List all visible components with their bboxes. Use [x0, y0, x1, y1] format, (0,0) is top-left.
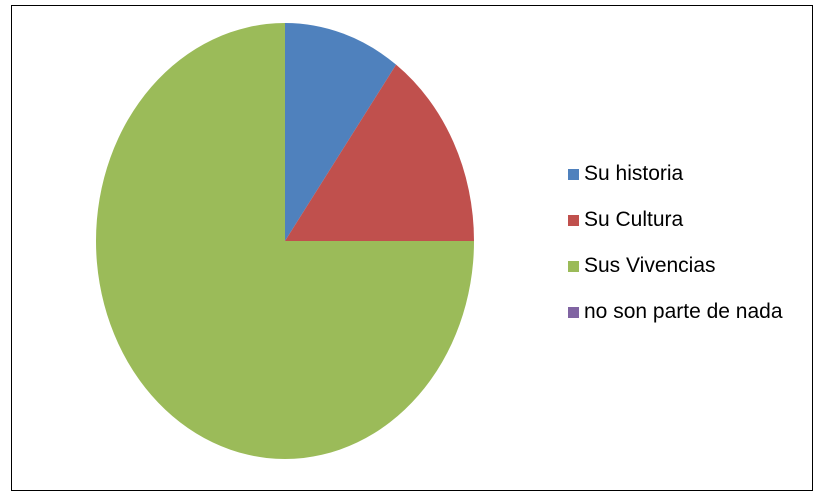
pie-chart [96, 23, 474, 459]
legend-swatch-no-son-parte-de-nada [568, 306, 579, 318]
legend-item-no-son-parte-de-nada: no son parte de nada [568, 300, 783, 324]
legend-item-sus-vivencias: Sus Vivencias [568, 254, 783, 278]
pie-slice-su-historia [285, 23, 397, 241]
legend-swatch-sus-vivencias [568, 260, 579, 272]
pie-slice-sus-vivencias [96, 23, 474, 459]
pie-slices [96, 23, 474, 459]
legend-label-su-historia: Su historia [584, 162, 684, 185]
legend-label-su-cultura: Su Cultura [584, 208, 684, 231]
pie-slice-su-cultura [285, 64, 474, 241]
legend-swatch-su-cultura [568, 214, 579, 226]
legend-item-su-historia: Su historia [568, 162, 783, 186]
legend-label-no-son-parte-de-nada: no son parte de nada [584, 300, 783, 323]
legend-label-sus-vivencias: Sus Vivencias [584, 254, 716, 277]
chart-frame: Su historia Su Cultura Sus Vivencias no … [11, 5, 813, 491]
legend: Su historia Su Cultura Sus Vivencias no … [568, 162, 783, 346]
legend-item-su-cultura: Su Cultura [568, 208, 783, 232]
legend-swatch-su-historia [568, 168, 579, 180]
